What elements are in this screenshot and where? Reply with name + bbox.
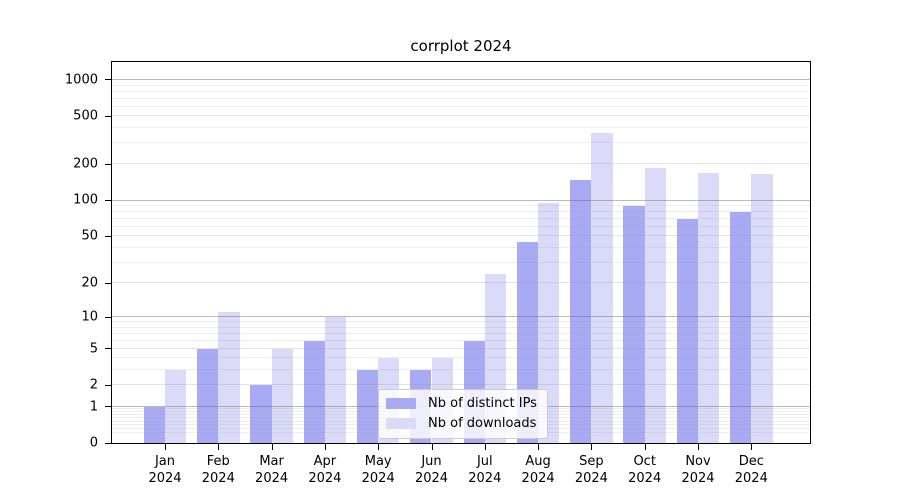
bar-distinct-ips [303,340,325,443]
y-axis: 0 1 2 5 10 20 50 100 200 500 1000 [0,62,112,451]
x-tick-mark [378,444,380,450]
x-tick-label: Feb 2024 [183,453,253,487]
y-tick-label: 2 [89,377,98,393]
x-tick-label: Jun 2024 [397,453,467,487]
x-tick-mark [431,444,433,450]
legend-label-distinct-ips: Nb of distinct IPs [428,396,537,411]
x-tick-label: Apr 2024 [290,453,360,487]
y-tick-label: 1000 [64,72,98,88]
y-tick-mark [105,163,112,165]
x-tick-year: 2024 [255,471,289,486]
y-tick-mark [105,199,112,201]
y-tick-mark [105,235,112,237]
y-tick-label: 100 [73,192,98,208]
x-tick-mark [751,444,753,450]
x-tick-label: Aug 2024 [503,453,573,487]
x-tick-year: 2024 [308,471,342,486]
x-tick-year: 2024 [201,471,235,486]
bar-distinct-ips [143,406,165,443]
y-tick-mark [105,384,112,386]
x-tick-year: 2024 [681,471,715,486]
y-tick-label: 200 [73,156,98,172]
plot-area: Nb of distinct IPs Nb of downloads [111,61,811,444]
x-tick-label: Oct 2024 [610,453,680,487]
y-tick-label: 0 [89,435,98,451]
x-tick-mark [165,444,166,450]
x-tick-year: 2024 [148,471,182,486]
x-tick-mark [218,444,220,450]
bar-downloads [698,173,720,443]
y-tick-mark [105,79,112,81]
y-tick-label: 20 [81,275,98,291]
x-tick-year: 2024 [628,471,662,486]
bar-downloads [218,312,240,443]
y-tick-mark [105,348,112,350]
x-tick-mark [484,444,486,450]
x-tick-mark [324,444,326,450]
legend-row-downloads: Nb of downloads [386,416,537,431]
bar-distinct-ips [730,212,752,443]
y-tick-label: 1 [89,399,98,415]
bar-distinct-ips [676,219,698,443]
legend-label-downloads: Nb of downloads [428,416,537,431]
x-tick-year: 2024 [361,471,395,486]
bar-distinct-ips [250,385,272,443]
x-tick-year: 2024 [521,471,555,486]
bars-layer [112,62,810,443]
bar-distinct-ips [356,370,379,443]
legend-row-distinct-ips: Nb of distinct IPs [386,396,537,411]
x-tick-mark [538,444,540,450]
x-axis: Jan 2024 Feb 2024 Mar 2024 Apr 2024 May 2024 Jun 20… [112,444,810,496]
x-tick-mark [271,444,273,450]
x-tick-mark [591,444,593,450]
y-tick-label: 10 [81,309,98,325]
bar-distinct-ips [570,180,592,443]
bar-downloads [271,348,293,443]
bar-downloads [751,174,773,443]
bar-downloads [538,203,560,443]
bar-downloads [324,317,347,443]
x-tick-mark [698,444,699,450]
legend-swatch-distinct-ips [386,398,416,409]
x-tick-year: 2024 [574,471,608,486]
bar-downloads [165,370,187,443]
y-tick-mark [105,406,112,408]
chart-title: corrplot 2024 [410,37,512,55]
x-tick-label: Nov 2024 [663,453,733,487]
legend: Nb of distinct IPs Nb of downloads [378,389,548,439]
y-tick-label: 500 [73,108,98,124]
bar-downloads [644,168,666,443]
x-tick-label: Jul 2024 [450,453,520,487]
y-tick-label: 50 [81,228,98,244]
legend-swatch-downloads [386,418,416,429]
y-tick-mark [105,316,112,318]
x-tick-label: Dec 2024 [716,453,786,487]
x-tick-label: May 2024 [343,453,413,487]
y-tick-mark [105,442,112,444]
x-tick-mark [644,444,646,450]
bar-distinct-ips [623,205,645,443]
x-tick-label: Mar 2024 [237,453,307,487]
y-tick-mark [105,282,112,284]
x-tick-year: 2024 [414,471,449,486]
y-tick-mark [105,115,112,117]
bar-distinct-ips [197,348,219,443]
y-tick-label: 5 [89,341,98,357]
x-tick-year: 2024 [468,471,502,486]
bar-downloads [591,132,613,443]
x-tick-label: Sep 2024 [556,453,626,487]
x-tick-label: Jan 2024 [130,453,200,487]
x-tick-year: 2024 [734,471,768,486]
